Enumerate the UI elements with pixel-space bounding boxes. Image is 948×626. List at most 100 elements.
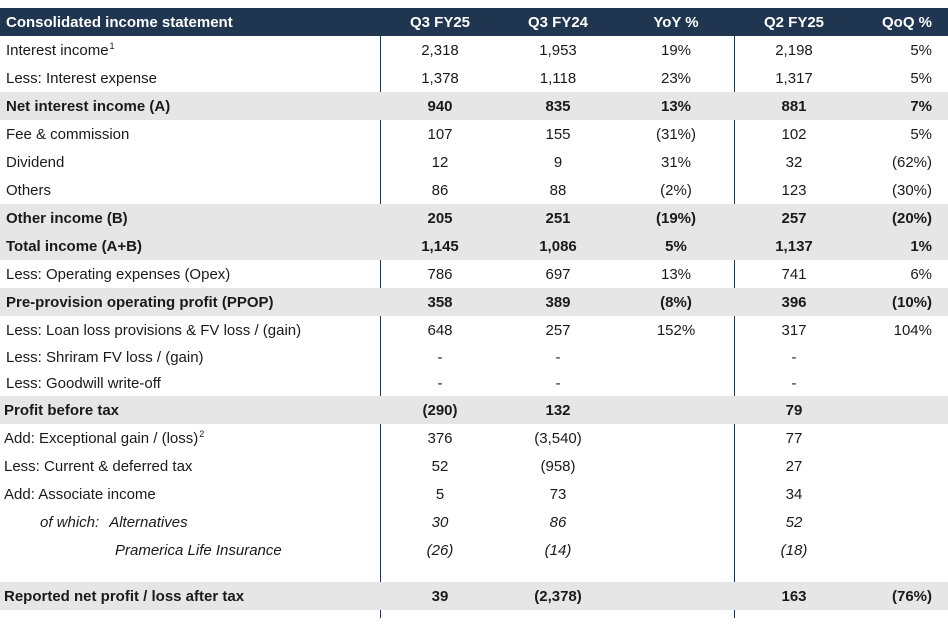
row-label: Add: Associate income [4, 485, 156, 503]
cell-qoq: 104% [893, 321, 932, 339]
table-row: Fee & commission 107 155 (31%) 102 5% [0, 120, 948, 148]
header-q2-fy25: Q2 FY25 [763, 13, 825, 31]
cell-q2-fy25: 396 [781, 293, 807, 311]
cell-q3-fy25: 1,145 [421, 237, 459, 255]
cell-q2-fy25: 32 [785, 153, 803, 171]
cell-q2-fy25: 27 [785, 457, 803, 475]
header-yoy: YoY % [653, 13, 699, 31]
table-row: Less: Operating expenses (Opex) 786 697 … [0, 260, 948, 288]
cell-yoy: 13% [660, 265, 692, 283]
cell-q2-fy25: (18) [780, 541, 808, 559]
cell-q2-fy25: - [791, 374, 797, 392]
header-qoq: QoQ % [881, 13, 932, 31]
cell-q2-fy25: 163 [781, 587, 807, 605]
cell-q3-fy24: 86 [549, 513, 567, 531]
cell-qoq: (30%) [891, 181, 932, 199]
header-title: Consolidated income statement [6, 13, 233, 31]
row-label: Less: Interest expense [6, 69, 157, 87]
table-row-total: Total income (A+B) 1,145 1,086 5% 1,137 … [0, 232, 948, 260]
cell-q3-fy25: - [437, 348, 443, 366]
cell-qoq: 5% [910, 69, 932, 87]
cell-q3-fy25: 86 [431, 181, 449, 199]
cell-q3-fy25: - [437, 374, 443, 392]
table-row-associate-detail: Pramerica Life Insurance (26) (14) (18) [0, 536, 948, 564]
row-label: Net interest income (A) [6, 97, 171, 115]
cell-qoq: (20%) [891, 209, 932, 227]
cell-q3-fy24: (2,378) [534, 587, 582, 605]
cell-yoy: 5% [665, 237, 687, 255]
cell-q3-fy24: 155 [545, 125, 571, 143]
cell-q3-fy24: - [555, 374, 561, 392]
cell-yoy [617, 424, 735, 452]
row-label: Less: Shriram FV loss / (gain) [6, 348, 204, 366]
cell-yoy: 31% [660, 153, 692, 171]
cell-q3-fy24: (958) [540, 457, 576, 475]
row-label: Add: Exceptional gain / (loss) 2 [4, 429, 205, 447]
row-label: Other income (B) [6, 209, 128, 227]
header-q3-fy24: Q3 FY24 [527, 13, 589, 31]
table-row-net-profit: Reported net profit / loss after tax 39 … [0, 582, 948, 610]
cell-q3-fy25: 1,378 [421, 69, 459, 87]
cell-q3-fy24: 9 [553, 153, 563, 171]
cell-q2-fy25: 741 [781, 265, 807, 283]
row-label: Profit before tax [4, 401, 120, 419]
cell-yoy [617, 396, 735, 424]
cell-yoy [617, 508, 735, 536]
cell-yoy: 152% [656, 321, 696, 339]
table-row: Others 86 88 (2%) 123 (30%) [0, 176, 948, 204]
cell-yoy: 19% [660, 41, 692, 59]
cell-q3-fy25: 205 [427, 209, 453, 227]
cell-q3-fy24: 251 [545, 209, 571, 227]
table-row: Less: Current & deferred tax 52 (958) 27 [0, 452, 948, 480]
cell-qoq: (10%) [891, 293, 932, 311]
cell-qoq [853, 536, 948, 564]
cell-q3-fy24: 257 [545, 321, 571, 339]
cell-yoy: (2%) [660, 181, 692, 199]
cell-yoy [617, 452, 735, 480]
cell-qoq [853, 344, 948, 370]
cell-qoq [853, 396, 948, 424]
cell-yoy [617, 344, 735, 370]
row-label: Interest income 1 [6, 41, 115, 59]
cell-q2-fy25: 102 [781, 125, 807, 143]
cell-q3-fy25: 30 [431, 513, 449, 531]
cell-qoq: (62%) [891, 153, 932, 171]
cell-q3-fy25: 39 [431, 587, 449, 605]
cell-q3-fy24: 73 [549, 485, 567, 503]
table-row-subtotal: Net interest income (A) 940 835 13% 881 … [0, 92, 948, 120]
cell-yoy [617, 536, 735, 564]
cell-q3-fy24: - [555, 348, 561, 366]
cell-q2-fy25: 317 [781, 321, 807, 339]
cell-q3-fy24: 697 [545, 265, 571, 283]
cell-q3-fy25: 648 [427, 321, 453, 339]
row-label: Less: Goodwill write-off [6, 374, 161, 392]
cell-q2-fy25: 52 [785, 513, 803, 531]
row-label: Fee & commission [6, 125, 130, 143]
table-row: Less: Goodwill write-off - - - [0, 370, 948, 396]
table-row-subtotal: Profit before tax (290) 132 79 [0, 396, 948, 424]
cell-q3-fy25: (26) [426, 541, 454, 559]
cell-q2-fy25: 79 [785, 401, 803, 419]
cell-qoq [853, 370, 948, 396]
cell-qoq [853, 480, 948, 508]
cell-q2-fy25: 77 [785, 429, 803, 447]
row-label: Dividend [6, 153, 65, 171]
cell-q3-fy25: (290) [422, 401, 458, 419]
row-label: of which: Alternatives [40, 513, 188, 531]
cell-q2-fy25: 34 [785, 485, 803, 503]
table-row: Dividend 12 9 31% 32 (62%) [0, 148, 948, 176]
cell-qoq: 6% [910, 265, 932, 283]
cell-q2-fy25: 1,137 [775, 237, 813, 255]
cell-q3-fy24: 1,086 [539, 237, 577, 255]
cell-yoy: 23% [660, 69, 692, 87]
cell-qoq: 1% [910, 237, 932, 255]
row-label: Pre-provision operating profit (PPOP) [6, 293, 274, 311]
cell-q3-fy24: 132 [545, 401, 571, 419]
table-row: Interest income 1 2,318 1,953 19% 2,198 5… [0, 36, 948, 64]
cell-qoq [853, 452, 948, 480]
row-label: Total income (A+B) [6, 237, 142, 255]
cell-q3-fy24: 389 [545, 293, 571, 311]
cell-q3-fy24: 88 [549, 181, 567, 199]
cell-q3-fy24: 1,118 [539, 69, 577, 87]
cell-q3-fy25: 107 [427, 125, 453, 143]
